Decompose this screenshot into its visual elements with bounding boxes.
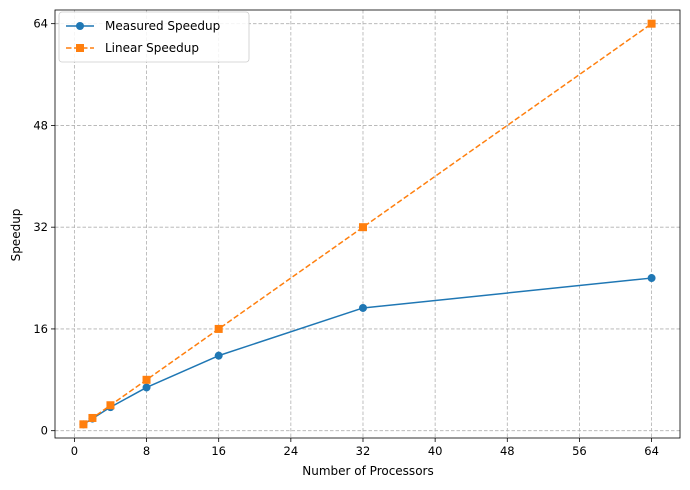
- legend-marker-measured: [76, 22, 84, 30]
- legend-entry-measured: Measured Speedup: [66, 19, 220, 33]
- data-point-linear-speedup: [142, 375, 151, 384]
- x-tick-label: 24: [284, 444, 299, 458]
- x-tick-label: 0: [71, 444, 78, 458]
- y-axis-label: Speedup: [9, 209, 23, 262]
- x-tick-label: 16: [211, 444, 226, 458]
- data-point-measured-speedup: [214, 351, 223, 360]
- series-layer: [79, 19, 656, 429]
- x-tick-label: 48: [500, 444, 515, 458]
- x-tick-label: 40: [428, 444, 443, 458]
- data-point-linear-speedup: [358, 223, 367, 232]
- legend-marker-linear: [76, 44, 84, 52]
- plot-frame: [54, 9, 681, 439]
- legend-entry-linear: Linear Speedup: [66, 41, 199, 55]
- data-point-linear-speedup: [106, 401, 115, 410]
- legend-box: [58, 11, 250, 63]
- legend-label-measured: Measured Speedup: [105, 19, 220, 33]
- y-tick-label: 64: [33, 17, 48, 31]
- y-tick-label: 32: [33, 220, 48, 234]
- y-tick-label: 0: [41, 424, 48, 438]
- x-tick-label: 32: [356, 444, 371, 458]
- y-tick-label: 16: [33, 322, 48, 336]
- data-point-measured-speedup: [647, 274, 656, 283]
- x-axis: 0 8 16 24 32 40 48 56 64: [71, 438, 659, 458]
- x-tick-label: 64: [644, 444, 659, 458]
- series-linear-speedup: [79, 19, 656, 429]
- data-point-linear-speedup: [88, 413, 97, 422]
- x-tick-label: 56: [572, 444, 587, 458]
- y-tick-label: 48: [33, 118, 48, 132]
- y-axis: 0 16 32 48 64: [33, 17, 55, 438]
- data-point-measured-speedup: [358, 303, 367, 312]
- data-point-linear-speedup: [214, 324, 223, 333]
- data-point-linear-speedup: [647, 19, 656, 28]
- legend-label-linear: Linear Speedup: [105, 41, 199, 55]
- x-tick-label: 8: [143, 444, 150, 458]
- legend: Measured Speedup Linear Speedup: [58, 11, 250, 63]
- x-axis-label: Number of Processors: [302, 464, 433, 478]
- data-point-linear-speedup: [79, 420, 88, 429]
- data-point-measured-speedup: [142, 383, 151, 392]
